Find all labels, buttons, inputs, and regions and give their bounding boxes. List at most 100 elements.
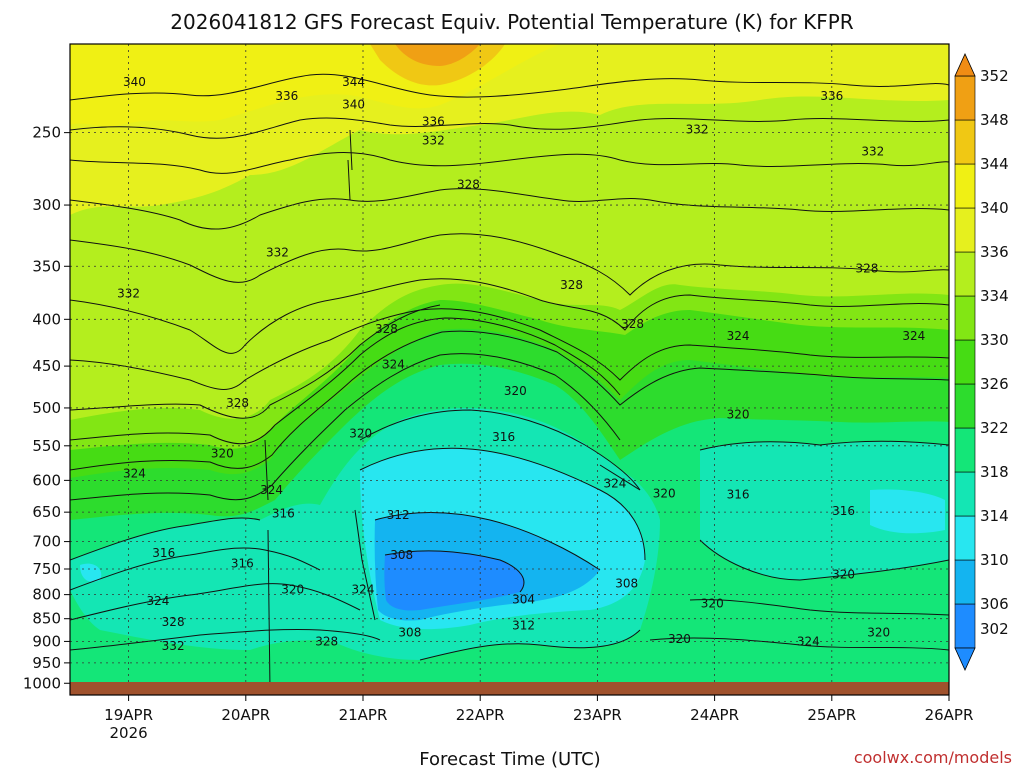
contour-label: 332: [861, 144, 884, 158]
contour-label: 320: [211, 447, 234, 461]
x-tick-year: 2026: [110, 724, 148, 742]
contour-label: 324: [382, 357, 405, 371]
contour-label: 320: [832, 567, 855, 581]
colorbar-segment: [954, 119, 976, 165]
y-tick-label: 600: [32, 471, 61, 489]
contour-label: 324: [352, 583, 375, 597]
contour-label: 336: [422, 114, 445, 128]
y-axis: 250 300 350 400 450 500 550 600 650 700 750 800 850 9…: [23, 124, 70, 692]
contour-label: 316: [272, 506, 295, 520]
colorbar-label: 340: [980, 199, 1009, 217]
y-tick-label: 700: [32, 533, 61, 551]
y-tick-label: 650: [32, 503, 61, 521]
contour-label: 308: [615, 577, 638, 591]
colorbar-label: 344: [980, 155, 1009, 173]
contour-label: 324: [123, 467, 146, 481]
contour-label: 336: [275, 89, 298, 103]
contour-label: 328: [621, 317, 644, 331]
contour-label: 320: [867, 625, 890, 639]
colorbar-segment: [954, 339, 976, 385]
colorbar-segment: [954, 251, 976, 297]
y-tick-label: 350: [32, 257, 61, 275]
contour-label: 316: [832, 504, 855, 518]
colorbar-segment: [954, 427, 976, 473]
band-302: [384, 550, 524, 611]
contour-label: 316: [152, 546, 175, 560]
y-tick-label: 950: [32, 654, 61, 672]
colorbar-top-arrow: [954, 53, 976, 77]
chart-title: 2026041812 GFS Forecast Equiv. Potential…: [170, 10, 853, 34]
contour-label: 336: [820, 89, 843, 103]
contour-label: 328: [315, 634, 338, 648]
colorbar-label: 314: [980, 507, 1009, 525]
colorbar-segment: [954, 515, 976, 561]
colorbar-label: 336: [980, 243, 1009, 261]
colorbar-label: 318: [980, 463, 1009, 481]
x-tick-label: 26APR: [925, 706, 974, 724]
x-tick-label: 20APR: [221, 706, 270, 724]
colorbar-segment: [954, 559, 976, 605]
contour-label: 332: [266, 245, 289, 259]
contour-label: 320: [349, 426, 372, 440]
colorbar-label: 326: [980, 375, 1009, 393]
contour-label: 320: [281, 583, 304, 597]
contour-label: 328: [226, 396, 249, 410]
colorbar-segment: [954, 207, 976, 253]
colorbar-bottom-arrow: [954, 647, 976, 671]
contour-label: 320: [727, 407, 750, 421]
theta-e-field: [70, 44, 949, 695]
contour-label: 320: [653, 486, 676, 500]
colorbar-label: 306: [980, 595, 1009, 613]
contour-label: 324: [604, 477, 627, 491]
colorbar-label: 310: [980, 551, 1009, 569]
colorbar-segment: [954, 383, 976, 429]
x-tick-label: 24APR: [690, 706, 739, 724]
contour-label: 316: [492, 430, 515, 444]
contour-label: 324: [260, 483, 283, 497]
band-348: [395, 44, 480, 66]
contour-lines: [70, 73, 949, 691]
y-tick-label: 300: [32, 196, 61, 214]
contour-label: 332: [686, 122, 709, 136]
contour-label: 332: [422, 133, 445, 147]
colorbar-segment: [954, 75, 976, 121]
y-tick-label: 250: [32, 124, 61, 142]
colorbar: 302 306 310 314 318 322 326 330 334 336 340 344 348 3…: [954, 53, 1009, 671]
colorbar-label: 334: [980, 287, 1009, 305]
contour-label: 328: [560, 278, 583, 292]
ground-strip: [70, 682, 949, 695]
y-tick-label: 1000: [23, 674, 61, 692]
contour-label: 332: [162, 639, 185, 653]
contour-label: 312: [387, 508, 410, 522]
contour-label: 340: [342, 98, 365, 112]
y-tick-label: 500: [32, 399, 61, 417]
y-tick-label: 450: [32, 357, 61, 375]
x-axis-label: Forecast Time (UTC): [419, 749, 600, 768]
colorbar-label: 302: [980, 620, 1009, 638]
contour-label: 324: [902, 329, 925, 343]
contour-label: 324: [146, 594, 169, 608]
colorbar-segment: [954, 295, 976, 341]
contour-label: 308: [390, 548, 413, 562]
y-tick-label: 550: [32, 437, 61, 455]
plot-frame: [69, 43, 950, 696]
contour-label: 320: [701, 596, 724, 610]
credit-text[interactable]: coolwx.com/models: [854, 748, 1012, 767]
y-tick-label: 400: [32, 310, 61, 328]
contour-label: 316: [727, 488, 750, 502]
contour-label: 320: [504, 384, 527, 398]
contour-label: 308: [398, 625, 421, 639]
x-tick-label: 21APR: [339, 706, 388, 724]
contour-label: 328: [856, 262, 879, 276]
y-tick-label: 900: [32, 632, 61, 650]
contour-label: 328: [375, 322, 398, 336]
contour-label: 328: [457, 178, 480, 192]
contour-label: 316: [231, 557, 254, 571]
contour-label: 332: [117, 287, 140, 301]
colorbar-segment: [954, 471, 976, 517]
contour-label: 324: [727, 329, 750, 343]
contour-label: 312: [512, 619, 535, 633]
colorbar-label: 322: [980, 419, 1009, 437]
